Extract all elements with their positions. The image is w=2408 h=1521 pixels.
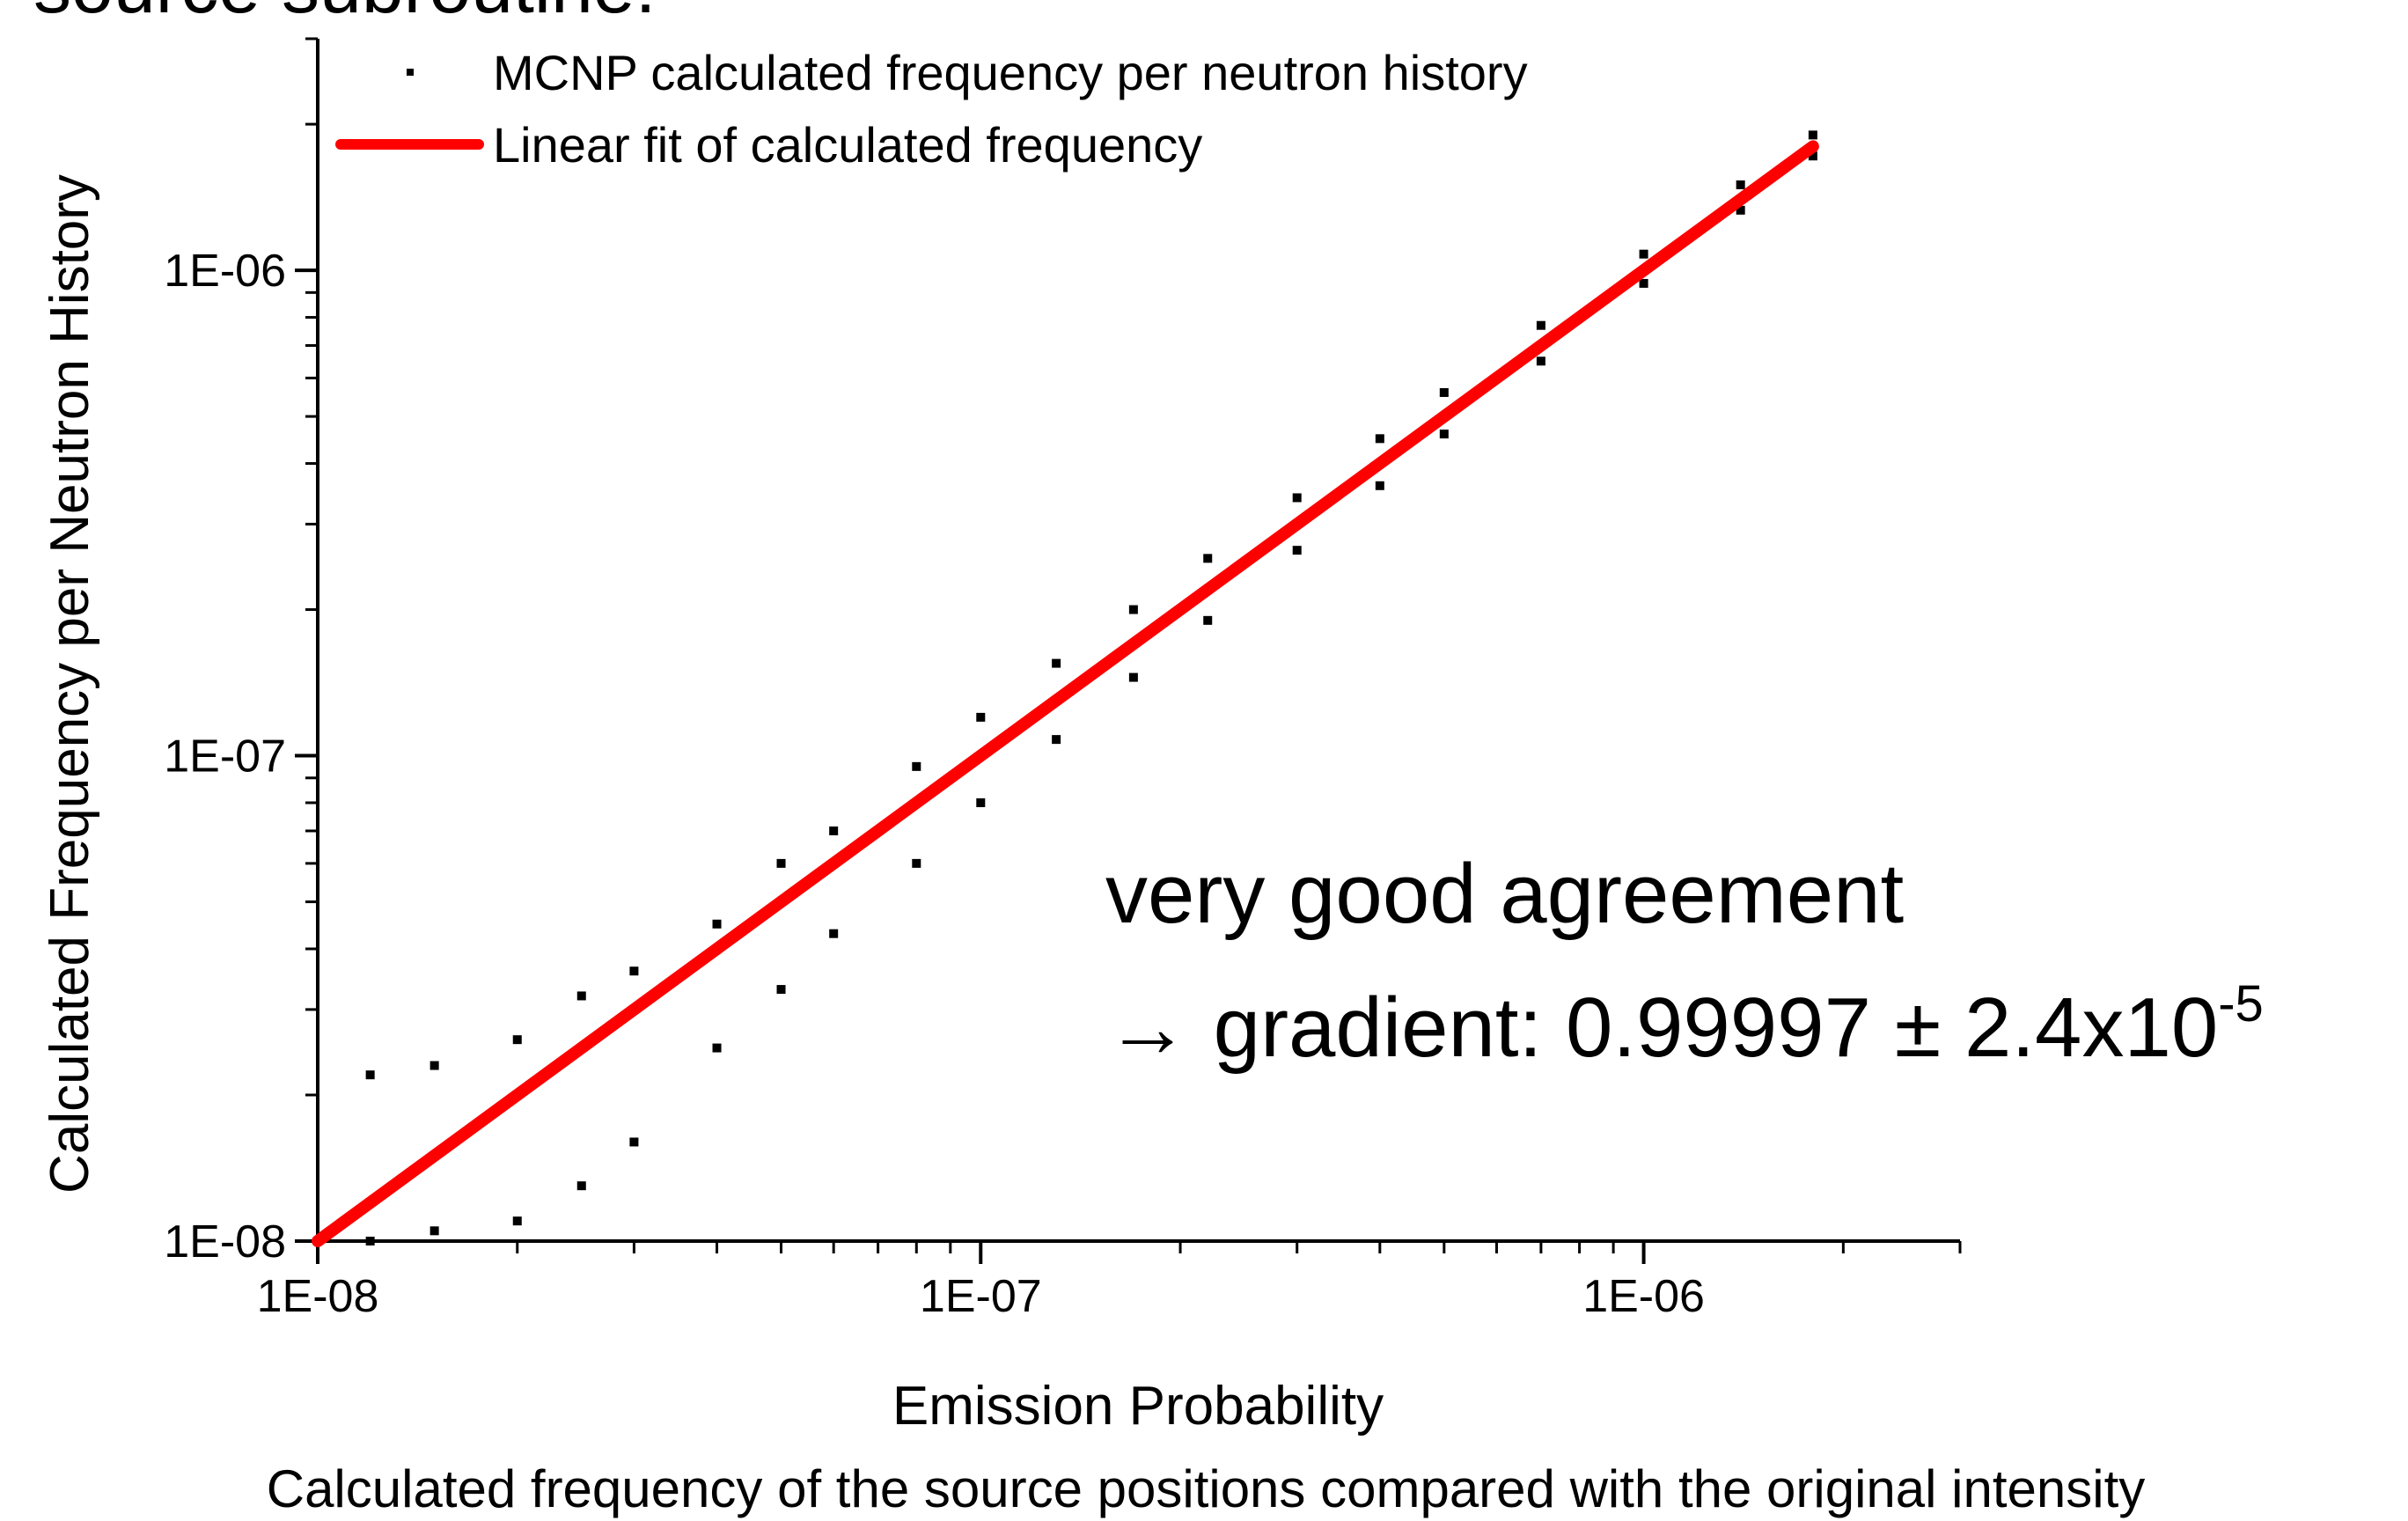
slide-title: source subroutine:: [33, 0, 657, 29]
annotation: → gradient: 0.99997 ± 2.4x10-5: [1105, 975, 2264, 1075]
scatter-point: [976, 797, 986, 807]
scatter-point: [1536, 320, 1545, 330]
scatter-point: [912, 858, 921, 868]
scatter-point: [1052, 735, 1061, 745]
scatter-point: [712, 1043, 722, 1053]
x-tick-label: 1E-06: [1582, 1271, 1705, 1322]
y-tick-label: 1E-06: [164, 246, 286, 297]
scatter-point: [429, 1061, 439, 1070]
scatter-point: [712, 919, 722, 929]
scatter-point: [512, 1035, 522, 1045]
scatter-point: [1203, 554, 1213, 563]
scatter-point: [829, 929, 839, 938]
scatter-point: [1203, 615, 1213, 625]
scatter-point: [912, 761, 921, 771]
scatter-point: [512, 1216, 522, 1226]
scatter-point: [1128, 672, 1138, 682]
legend-label: Linear fit of calculated frequency: [493, 117, 1202, 173]
scatter-point: [1639, 249, 1648, 259]
scatter-point: [976, 712, 986, 722]
scatter-point: [365, 1237, 375, 1245]
scatter-point: [1375, 434, 1384, 444]
scatter-point: [1808, 151, 1817, 161]
legend-marker: [407, 69, 414, 76]
y-axis-label: Calculated Frequency per Neutron History: [40, 174, 100, 1194]
scatter-point: [1808, 130, 1817, 140]
scatter-point: [1052, 658, 1061, 668]
scatter-point: [576, 991, 586, 1001]
scatter-point: [1292, 546, 1302, 555]
scatter-point: [365, 1070, 375, 1080]
y-tick-label: 1E-08: [164, 1216, 286, 1268]
scatter-point: [1439, 387, 1449, 397]
x-axis-label: Emission Probability: [892, 1376, 1384, 1436]
scatter-point: [576, 1181, 586, 1191]
fit-line: [312, 140, 1819, 1247]
scatter-point: [629, 966, 639, 976]
annotation-superscript: -5: [2218, 975, 2264, 1032]
scatter-point: [429, 1226, 439, 1236]
legend-label: MCNP calculated frequency per neutron hi…: [493, 45, 1528, 100]
x-tick-label: 1E-08: [257, 1271, 379, 1322]
scatter-point: [1292, 493, 1302, 503]
scatter-point: [629, 1137, 639, 1147]
annotation: very good agreement: [1105, 847, 1904, 941]
scatter-point: [829, 826, 839, 835]
caption: Calculated frequency of the source posit…: [267, 1459, 2146, 1518]
scatter-point: [1375, 481, 1384, 490]
scatter-point: [1639, 278, 1648, 288]
scatter-point: [1128, 605, 1138, 614]
scatter-point: [1736, 180, 1745, 190]
x-tick-label: 1E-07: [920, 1271, 1042, 1322]
scatter-point: [1439, 430, 1449, 439]
scatter-point: [776, 985, 786, 995]
scatter-point: [1536, 356, 1545, 366]
y-tick-label: 1E-07: [164, 731, 286, 783]
scatter-point: [1736, 205, 1745, 215]
scatter-point: [776, 858, 786, 868]
annotation: → gradient: 0.99997 ± 2.4x10: [1105, 981, 2218, 1075]
